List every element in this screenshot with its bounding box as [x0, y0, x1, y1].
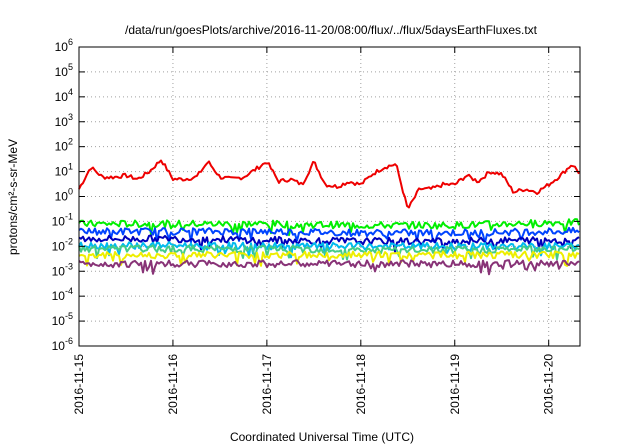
x-axis-label: Coordinated Universal Time (UTC) [230, 430, 414, 444]
x-tick-label: 2016-11-19 [448, 354, 462, 415]
y-tick-label: 10-1 [52, 211, 73, 228]
x-tick-label: 2016-11-15 [72, 354, 86, 415]
x-tick-label: 2016-11-18 [354, 354, 368, 415]
series-line [78, 259, 580, 276]
series-line [78, 218, 580, 237]
series-group [78, 159, 580, 276]
grid [79, 47, 580, 346]
series-line [78, 226, 580, 244]
y-tick-label: 10-6 [52, 336, 73, 353]
y-tick-label: 103 [55, 112, 73, 129]
y-tick-label: 105 [55, 62, 73, 79]
y-tick-label: 10-4 [52, 286, 73, 303]
series-line [78, 159, 580, 209]
x-tick-label: 2016-11-17 [260, 354, 274, 415]
y-tick-label: 104 [55, 87, 73, 104]
series-line [78, 244, 580, 261]
y-tick-label: 101 [55, 162, 73, 179]
ticks: 10-6 10-5 10-4 10-3 10-2 10-1 100 101 102 103 104 1… [52, 37, 580, 415]
plot-frame [78, 46, 581, 347]
y-tick-label: 10-3 [52, 261, 73, 278]
x-tick-label: 2016-11-16 [166, 354, 180, 415]
y-tick-label: 10-5 [52, 311, 73, 328]
x-tick-label: 2016-11-20 [542, 354, 556, 415]
y-tick-label: 10-2 [52, 236, 73, 253]
chart-title: /data/run/goesPlots/archive/2016-11-20/0… [125, 23, 538, 37]
series-line [78, 250, 580, 267]
y-axis-label: protons/cm²-s-sr-MeV [6, 139, 20, 255]
series-line [78, 241, 580, 259]
y-tick-label: 102 [55, 137, 73, 154]
y-tick-label: 106 [55, 37, 73, 54]
y-tick-label: 100 [55, 187, 73, 204]
